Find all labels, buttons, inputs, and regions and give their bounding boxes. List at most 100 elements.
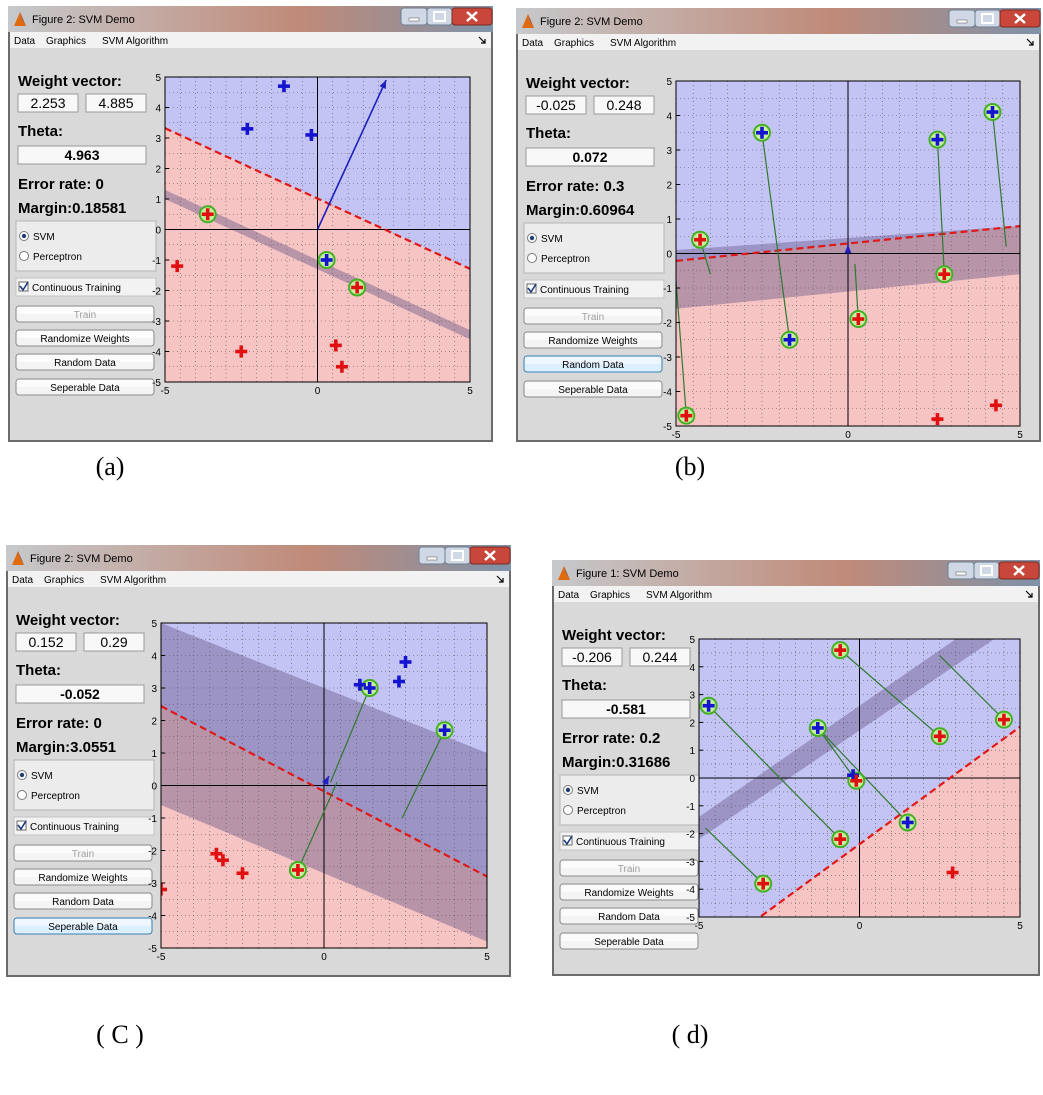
separable-data-button-label: Seperable Data <box>48 922 118 933</box>
positive-point <box>438 724 451 737</box>
projection-line <box>939 655 1005 721</box>
radio-perceptron[interactable]: Perceptron <box>17 790 80 803</box>
random-data-button[interactable]: Random Data <box>523 355 663 373</box>
dock-arrow-icon[interactable] <box>1026 38 1034 46</box>
separable-data-button-label: Seperable Data <box>558 385 628 396</box>
maximize-button[interactable] <box>974 9 1001 28</box>
train-button[interactable]: Train <box>559 859 699 877</box>
menu-graphics[interactable]: Graphics <box>554 38 594 49</box>
radio-svm[interactable]: SVM <box>19 231 55 244</box>
positive-point <box>241 122 254 135</box>
close-button[interactable] <box>999 9 1041 28</box>
weight-component-1: -0.206 <box>572 649 612 665</box>
title-bar[interactable]: Figure 2: SVM Demo <box>516 8 1041 34</box>
separable-data-button[interactable]: Seperable Data <box>13 917 153 935</box>
radio-perceptron[interactable]: Perceptron <box>563 805 626 818</box>
control-panel: Weight vector: -0.206 0.244 Theta: -0.581 Err… <box>559 627 701 950</box>
menu-svm-algorithm[interactable]: SVM Algorithm <box>646 590 712 601</box>
random-data-button[interactable]: Random Data <box>559 907 699 925</box>
y-tick-label: 4 <box>151 652 157 663</box>
subfigure-caption: (a) <box>95 452 125 481</box>
menu-data[interactable]: Data <box>12 575 34 586</box>
radio-perceptron[interactable]: Perceptron <box>527 253 590 266</box>
close-button[interactable] <box>451 7 493 26</box>
maximize-button[interactable] <box>426 7 453 26</box>
train-button[interactable]: Train <box>15 305 155 323</box>
random-data-button[interactable]: Random Data <box>15 353 155 371</box>
continuous-training-checkbox[interactable]: Continuous Training <box>523 279 665 299</box>
continuous-training-checkbox[interactable]: Continuous Training <box>559 831 701 851</box>
minimize-button[interactable] <box>948 9 976 28</box>
maximize-button[interactable] <box>444 546 471 565</box>
error-rate: Error rate: 0.2 <box>562 730 660 747</box>
close-icon <box>466 11 478 22</box>
negative-point <box>171 260 184 273</box>
menu-graphics[interactable]: Graphics <box>46 36 86 47</box>
menu-svm-algorithm[interactable]: SVM Algorithm <box>100 575 166 586</box>
y-tick-label: -2 <box>152 287 161 298</box>
separable-data-button[interactable]: Seperable Data <box>523 380 663 398</box>
random-data-button[interactable]: Random Data <box>13 892 153 910</box>
minimize-button[interactable] <box>418 546 446 565</box>
maximize-button[interactable] <box>973 561 1000 580</box>
error-rate: Error rate: 0 <box>16 715 102 732</box>
dock-arrow-icon[interactable] <box>496 575 504 583</box>
subfigure-caption: (b) <box>674 452 706 481</box>
randomize-weights-button[interactable]: Randomize Weights <box>559 883 699 901</box>
separable-data-button[interactable]: Seperable Data <box>559 932 699 950</box>
control-panel: Weight vector: -0.025 0.248 Theta:0.072 Erro… <box>523 75 665 398</box>
close-button[interactable] <box>469 546 511 565</box>
menu-data[interactable]: Data <box>14 36 36 47</box>
projection-line <box>991 111 1007 247</box>
title-bar[interactable]: Figure 1: SVM Demo <box>552 560 1040 586</box>
radio-svm[interactable]: SVM <box>527 233 563 246</box>
separable-data-button[interactable]: Seperable Data <box>15 378 155 396</box>
title-bar[interactable]: Figure 2: SVM Demo <box>6 545 511 571</box>
menu-graphics[interactable]: Graphics <box>44 575 84 586</box>
svg-text:SVM: SVM <box>577 786 599 797</box>
radio-svm[interactable]: SVM <box>17 770 53 783</box>
menu-svm-algorithm[interactable]: SVM Algorithm <box>102 36 168 47</box>
negative-point <box>850 774 863 787</box>
minimize-button[interactable] <box>400 7 428 26</box>
continuous-training-checkbox[interactable]: Continuous Training <box>15 277 157 297</box>
negative-point <box>201 208 214 221</box>
randomize-weights-button[interactable]: Randomize Weights <box>13 868 153 886</box>
close-button[interactable] <box>998 561 1040 580</box>
weight-vector-label: Weight vector: <box>562 627 666 644</box>
positive-point <box>901 816 914 829</box>
y-tick-label: -3 <box>152 317 161 328</box>
train-button[interactable]: Train <box>13 844 153 862</box>
svg-text:Continuous Training: Continuous Training <box>30 822 119 833</box>
x-tick-label: -5 <box>161 386 170 397</box>
train-button[interactable]: Train <box>523 307 663 325</box>
close-icon <box>1013 565 1025 576</box>
negative-point <box>997 713 1010 726</box>
svg-text:Perceptron: Perceptron <box>577 806 626 817</box>
title-bar[interactable]: Figure 2: SVM Demo <box>8 6 493 32</box>
menu-graphics[interactable]: Graphics <box>590 590 630 601</box>
radio-perceptron[interactable]: Perceptron <box>19 251 82 264</box>
menu-data[interactable]: Data <box>522 38 544 49</box>
menu-data[interactable]: Data <box>558 590 580 601</box>
error-rate: Error rate: 0.3 <box>526 178 624 195</box>
radio-svm[interactable]: SVM <box>563 785 599 798</box>
x-tick-label: 5 <box>1017 430 1023 441</box>
menu-svm-algorithm[interactable]: SVM Algorithm <box>610 38 676 49</box>
svm-demo-window-1: Figure 2: SVM Demo Data Graphics SVM Algori… <box>8 6 493 442</box>
weight-component-2: 0.248 <box>606 97 641 113</box>
randomize-weights-button[interactable]: Randomize Weights <box>15 329 155 347</box>
positive-point <box>986 106 999 119</box>
dock-arrow-icon[interactable] <box>478 36 486 44</box>
y-tick-label: 2 <box>666 181 672 192</box>
minimize-button[interactable] <box>947 561 975 580</box>
y-tick-label: 2 <box>155 165 161 176</box>
randomize-weights-button[interactable]: Randomize Weights <box>523 331 663 349</box>
continuous-training-checkbox[interactable]: Continuous Training <box>13 816 155 836</box>
error-rate: Error rate: 0 <box>18 176 104 193</box>
dock-arrow-icon[interactable] <box>1025 590 1033 598</box>
